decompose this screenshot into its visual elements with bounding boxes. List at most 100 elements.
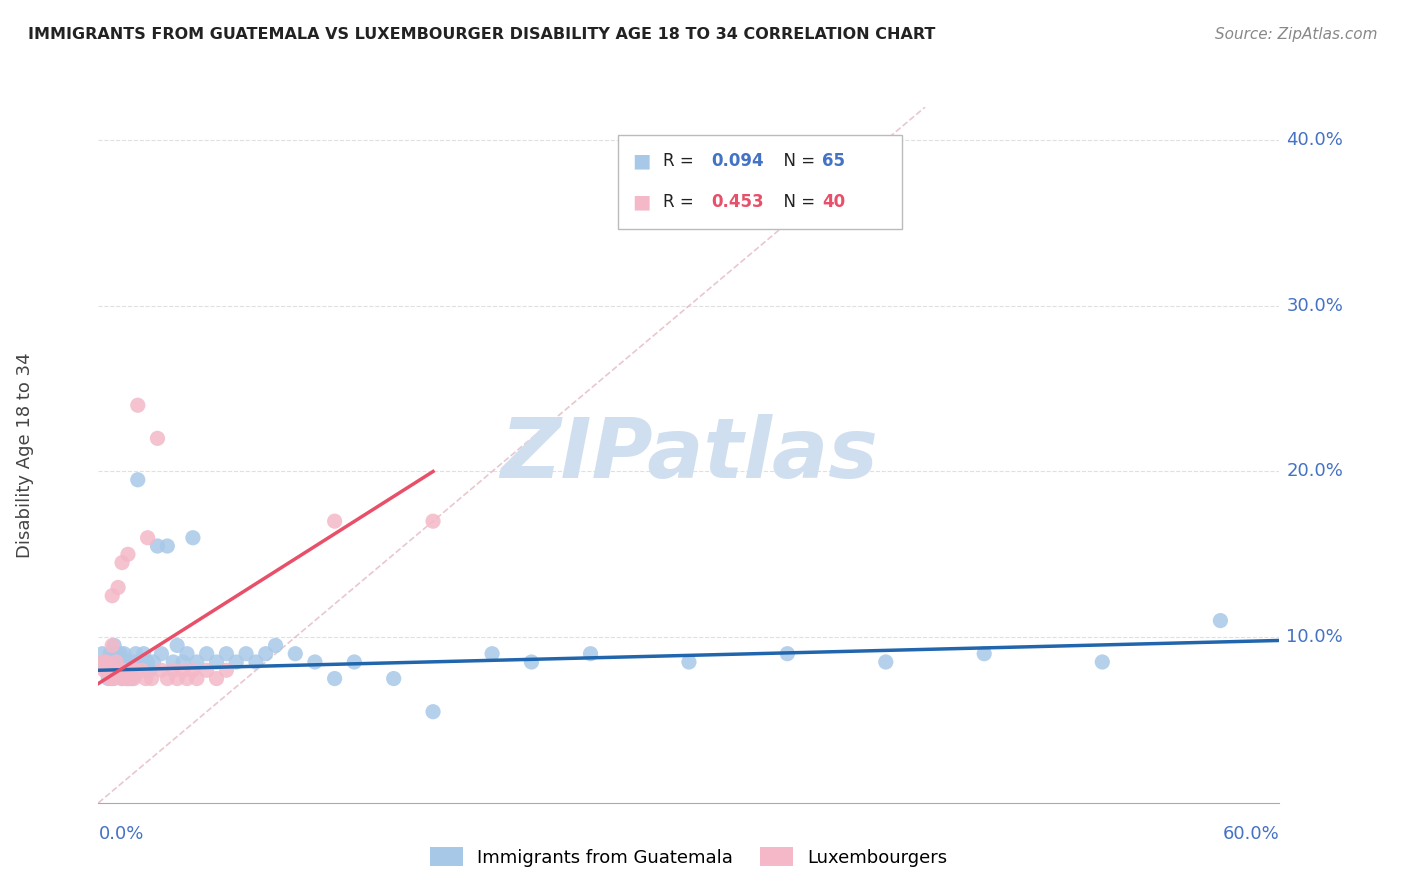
Point xyxy=(422,705,444,719)
Text: 65: 65 xyxy=(823,153,845,170)
Text: N =: N = xyxy=(773,194,820,211)
Point xyxy=(131,655,153,669)
Point xyxy=(156,539,179,553)
Point xyxy=(172,655,194,669)
Point xyxy=(1091,655,1114,669)
Point xyxy=(107,663,129,677)
Point xyxy=(117,672,139,686)
Point xyxy=(205,655,228,669)
Point xyxy=(103,639,125,653)
Text: ZIPatlas: ZIPatlas xyxy=(501,415,877,495)
Point xyxy=(343,655,366,669)
Point xyxy=(172,663,194,677)
Point xyxy=(98,672,121,686)
Text: 0.094: 0.094 xyxy=(711,153,763,170)
Point xyxy=(91,647,114,661)
Point xyxy=(131,663,153,677)
Text: Source: ZipAtlas.com: Source: ZipAtlas.com xyxy=(1215,27,1378,42)
Point xyxy=(122,655,145,669)
Point xyxy=(108,663,131,677)
Point xyxy=(323,672,346,686)
Point xyxy=(195,647,218,661)
Point xyxy=(112,655,135,669)
Point xyxy=(875,655,897,669)
Point xyxy=(101,639,124,653)
Point xyxy=(678,655,700,669)
Point xyxy=(101,589,124,603)
Point xyxy=(215,647,238,661)
Point xyxy=(91,655,114,669)
Point xyxy=(125,647,148,661)
Point xyxy=(205,672,228,686)
Point xyxy=(112,647,135,661)
Point xyxy=(1209,614,1232,628)
Text: 20.0%: 20.0% xyxy=(1286,462,1343,481)
Point xyxy=(111,672,134,686)
Point xyxy=(115,672,138,686)
Point xyxy=(138,663,160,677)
Point xyxy=(105,655,128,669)
Point xyxy=(118,672,141,686)
Point xyxy=(107,655,129,669)
Point xyxy=(150,647,173,661)
Point xyxy=(97,672,120,686)
Point xyxy=(93,655,115,669)
Point xyxy=(481,647,503,661)
Point xyxy=(111,672,134,686)
Text: R =: R = xyxy=(664,194,699,211)
Point xyxy=(422,514,444,528)
Point xyxy=(225,655,247,669)
Point xyxy=(186,672,208,686)
Point xyxy=(111,655,134,669)
Text: 10.0%: 10.0% xyxy=(1286,628,1343,646)
Point xyxy=(146,431,169,445)
Point xyxy=(195,663,218,677)
Point xyxy=(382,672,405,686)
Point xyxy=(304,655,326,669)
Text: Disability Age 18 to 34: Disability Age 18 to 34 xyxy=(17,352,34,558)
Point xyxy=(235,647,257,661)
Point xyxy=(245,655,267,669)
Point xyxy=(284,647,307,661)
Point xyxy=(97,655,120,669)
Point xyxy=(136,655,159,669)
Point xyxy=(127,473,149,487)
Point xyxy=(520,655,543,669)
Point xyxy=(150,663,173,677)
Point xyxy=(186,655,208,669)
Point xyxy=(115,663,138,677)
Point xyxy=(132,647,155,661)
Point xyxy=(107,581,129,595)
Text: R =: R = xyxy=(664,153,699,170)
Point xyxy=(112,663,135,677)
Point xyxy=(96,663,118,677)
Point xyxy=(142,655,165,669)
Point xyxy=(97,663,120,677)
Point xyxy=(127,398,149,412)
Point xyxy=(117,655,139,669)
Point xyxy=(103,663,125,677)
Point xyxy=(103,663,125,677)
Point xyxy=(105,647,128,661)
Point xyxy=(96,655,118,669)
Point xyxy=(117,547,139,561)
Point xyxy=(105,655,128,669)
Point xyxy=(135,672,157,686)
Text: ■: ■ xyxy=(633,152,651,170)
Point xyxy=(579,647,602,661)
Text: 30.0%: 30.0% xyxy=(1286,297,1343,315)
Point xyxy=(121,672,143,686)
Point xyxy=(166,639,188,653)
Point xyxy=(125,663,148,677)
Point xyxy=(166,672,188,686)
Point xyxy=(254,647,277,661)
Text: 40.0%: 40.0% xyxy=(1286,131,1343,149)
Legend: Immigrants from Guatemala, Luxembourgers: Immigrants from Guatemala, Luxembourgers xyxy=(423,840,955,874)
Point xyxy=(973,647,995,661)
Point xyxy=(156,672,179,686)
Text: IMMIGRANTS FROM GUATEMALA VS LUXEMBOURGER DISABILITY AGE 18 TO 34 CORRELATION CH: IMMIGRANTS FROM GUATEMALA VS LUXEMBOURGE… xyxy=(28,27,935,42)
Point xyxy=(136,531,159,545)
Point xyxy=(323,514,346,528)
Point xyxy=(264,639,287,653)
Point xyxy=(93,663,115,677)
